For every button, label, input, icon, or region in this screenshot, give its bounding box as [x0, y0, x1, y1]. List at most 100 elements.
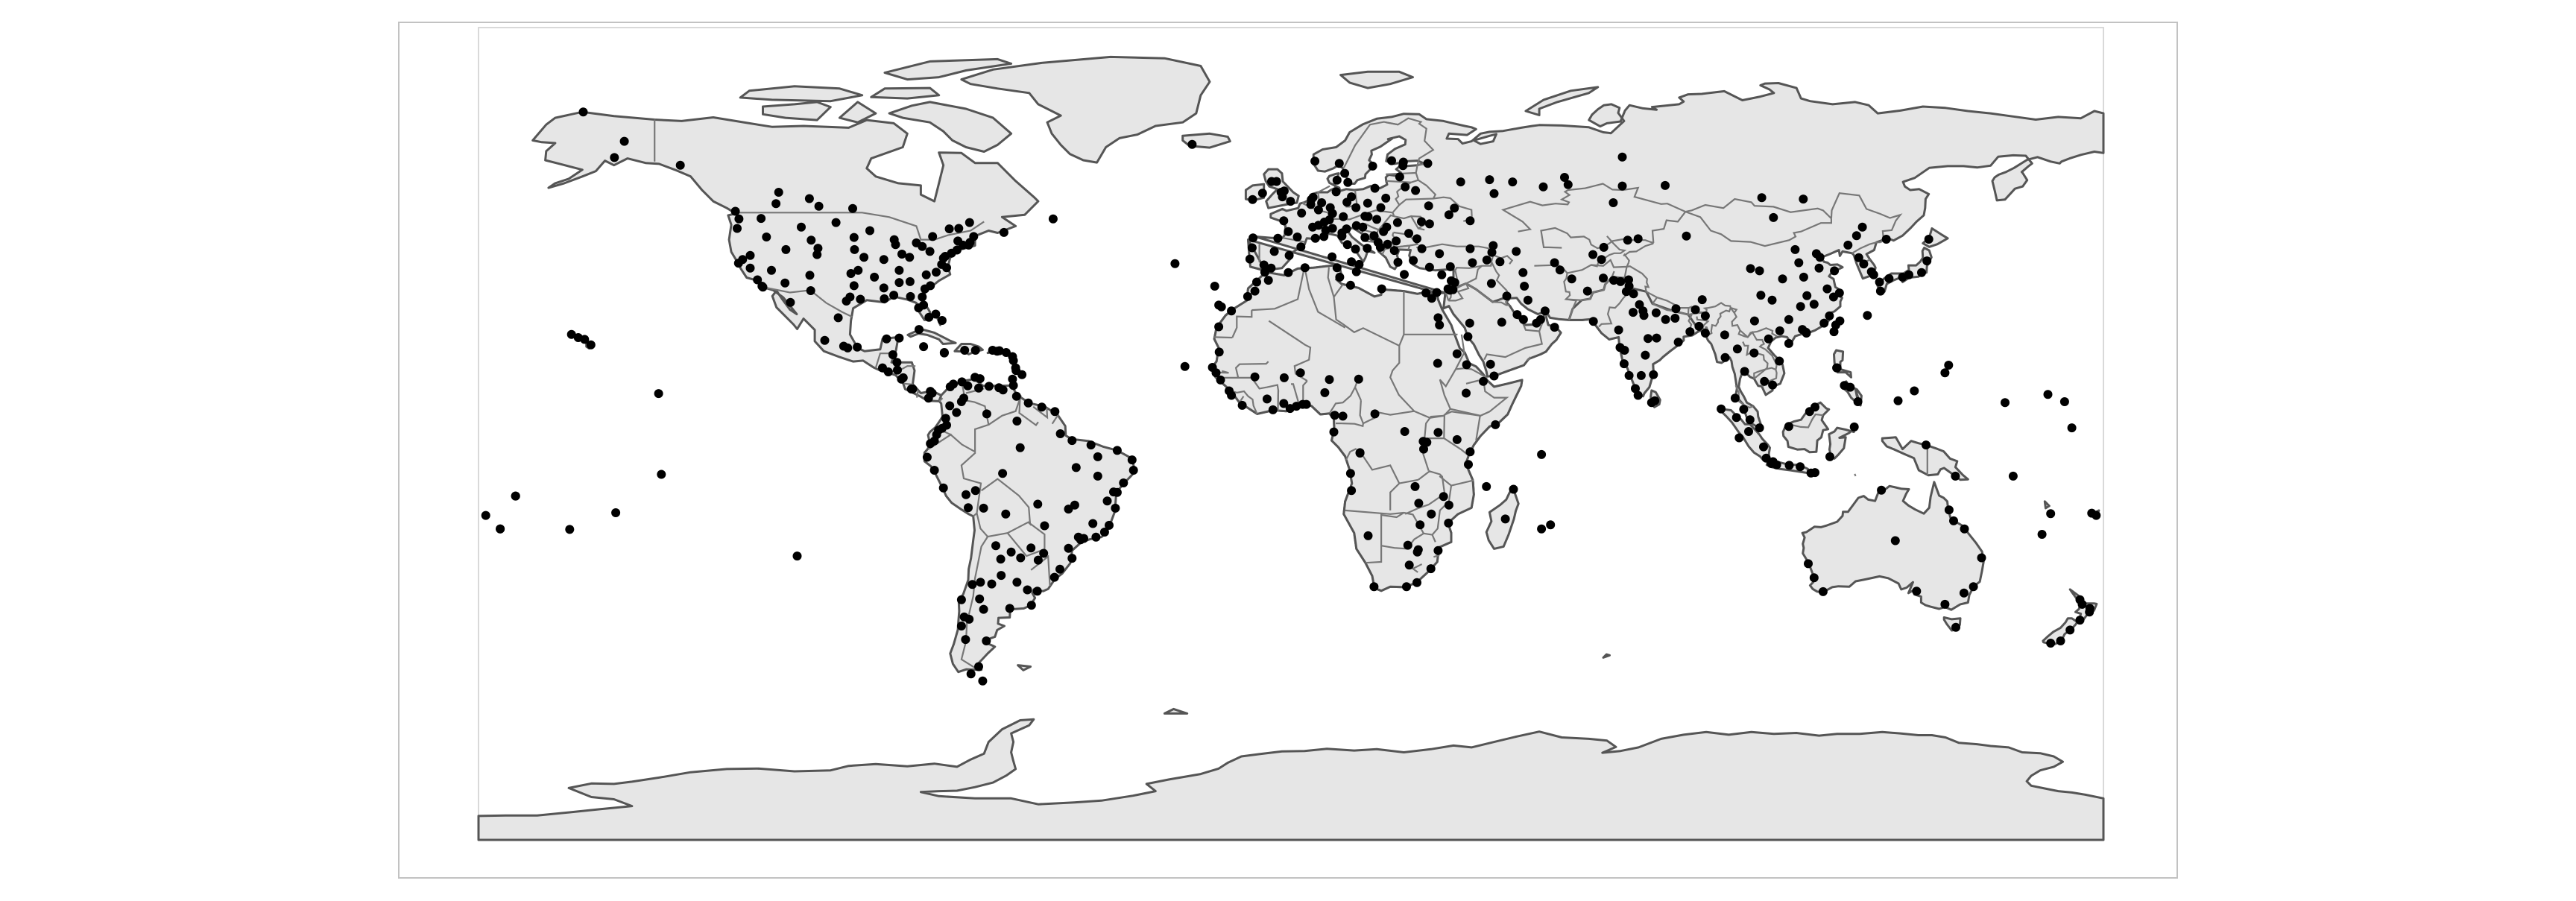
- location-point: [1067, 436, 1077, 446]
- location-point: [1001, 509, 1011, 519]
- location-point: [1417, 244, 1427, 253]
- location-point: [1700, 329, 1710, 338]
- location-point: [1767, 295, 1777, 305]
- novaya-zemlya: [1524, 86, 1600, 116]
- location-point: [2001, 398, 2010, 408]
- location-point: [1815, 253, 1825, 262]
- country-border: [1282, 237, 1305, 243]
- location-point: [1949, 516, 1958, 525]
- country-border: [1291, 383, 1301, 407]
- location-point: [1372, 215, 1382, 224]
- location-point: [1819, 318, 1829, 328]
- location-point: [929, 436, 939, 446]
- location-point: [1012, 578, 1022, 587]
- country-border: [1030, 554, 1051, 587]
- country-border: [1345, 448, 1357, 461]
- location-point: [905, 276, 915, 286]
- location-point: [1621, 287, 1631, 297]
- location-point: [1652, 333, 1661, 343]
- location-point: [984, 382, 994, 391]
- country-border: [915, 390, 919, 398]
- location-point: [1342, 240, 1352, 250]
- location-point: [1502, 291, 1512, 301]
- country-border: [1742, 341, 1769, 379]
- location-point: [1393, 257, 1403, 267]
- location-point: [1424, 262, 1434, 272]
- location-point: [1369, 582, 1379, 592]
- location-point: [1363, 198, 1372, 208]
- location-point: [820, 335, 830, 345]
- location-point: [849, 281, 859, 291]
- location-point: [1335, 272, 1345, 282]
- location-point: [956, 595, 966, 604]
- location-point: [806, 286, 815, 295]
- country-border: [1739, 329, 1778, 388]
- country-border: [1830, 192, 1903, 244]
- country-border: [1342, 323, 1465, 419]
- location-point: [1433, 358, 1442, 368]
- location-point: [1427, 294, 1436, 303]
- location-point: [965, 614, 974, 624]
- location-point: [1064, 505, 1073, 514]
- location-point: [1917, 268, 1926, 277]
- location-point: [786, 297, 795, 307]
- location-point: [792, 551, 802, 561]
- location-point: [1328, 224, 1337, 233]
- location-point: [1170, 259, 1180, 268]
- location-point: [1343, 177, 1353, 187]
- location-point: [1211, 368, 1221, 378]
- location-point: [1067, 554, 1077, 563]
- location-point: [1802, 329, 1811, 338]
- location-point: [1555, 265, 1565, 275]
- location-point: [1279, 216, 1289, 226]
- location-point: [915, 325, 924, 335]
- location-point: [954, 224, 964, 233]
- location-point: [1091, 532, 1101, 542]
- location-point: [805, 271, 815, 280]
- location-point: [2075, 616, 2085, 625]
- location-point: [1050, 407, 1060, 417]
- location-point: [894, 265, 904, 275]
- country-border: [1354, 387, 1362, 401]
- location-point: [481, 510, 490, 520]
- location-point: [918, 241, 927, 251]
- location-point: [1717, 404, 1726, 414]
- location-point: [1794, 258, 1804, 268]
- country-border: [1327, 267, 1335, 297]
- location-point: [1300, 263, 1310, 273]
- location-point: [905, 253, 915, 262]
- location-point: [975, 594, 985, 604]
- location-point: [924, 393, 933, 403]
- location-point: [1784, 338, 1793, 348]
- location-point: [1465, 318, 1474, 328]
- location-point: [1814, 263, 1824, 273]
- location-point: [1761, 453, 1771, 463]
- country-border: [1424, 414, 1445, 439]
- location-point: [1859, 259, 1869, 269]
- location-point: [1292, 233, 1302, 241]
- location-point: [999, 227, 1008, 237]
- location-point: [1267, 177, 1276, 186]
- location-point: [1924, 235, 1933, 244]
- location-point: [1111, 503, 1120, 513]
- location-point: [1463, 332, 1473, 341]
- location-point: [939, 348, 949, 358]
- location-point: [1732, 344, 1742, 354]
- location-point: [2056, 636, 2065, 645]
- location-point: [619, 136, 629, 146]
- country-border: [1418, 179, 1437, 200]
- location-point: [978, 676, 988, 686]
- antarctica: [477, 718, 2105, 841]
- location-point: [1464, 460, 1473, 470]
- location-point: [1317, 198, 1327, 207]
- location-point: [610, 153, 619, 162]
- location-point: [1369, 231, 1379, 241]
- location-point: [1227, 391, 1237, 400]
- country-border: [1051, 414, 1059, 425]
- location-point: [1444, 210, 1453, 220]
- location-point: [1452, 434, 1462, 444]
- location-point: [1250, 286, 1260, 296]
- location-point: [1730, 393, 1740, 403]
- country-border: [1362, 455, 1401, 510]
- location-point: [1332, 175, 1342, 185]
